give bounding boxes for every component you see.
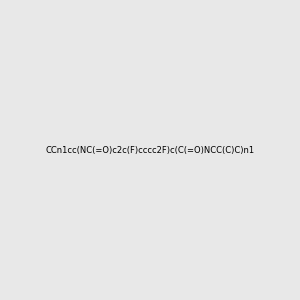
Text: CCn1cc(NC(=O)c2c(F)cccc2F)c(C(=O)NCC(C)C)n1: CCn1cc(NC(=O)c2c(F)cccc2F)c(C(=O)NCC(C)C… xyxy=(45,146,255,154)
